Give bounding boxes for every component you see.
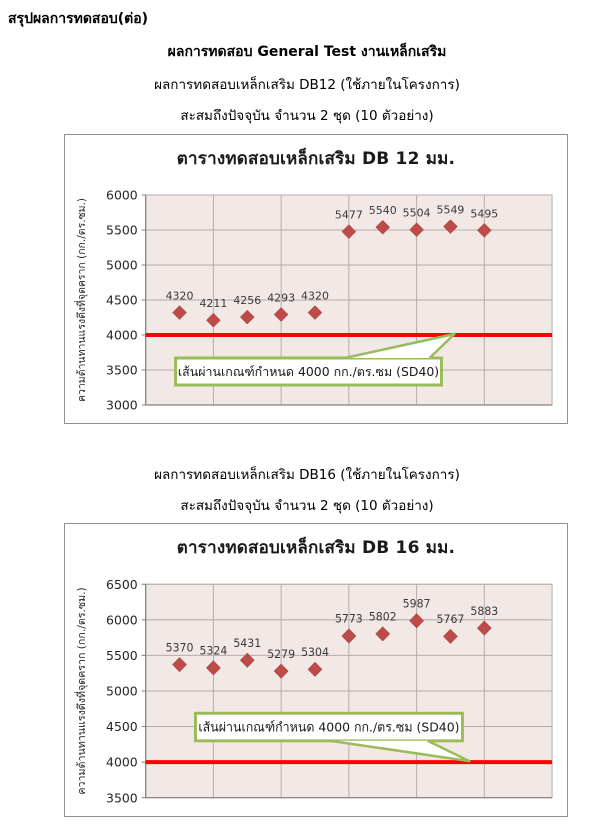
- svg-text:5495: 5495: [470, 207, 498, 220]
- svg-text:ความต้านทานแรงดึงที่จุดคราก (ก: ความต้านทานแรงดึงที่จุดคราก (กก./ตร.ซม.): [74, 198, 88, 402]
- svg-text:5549: 5549: [437, 204, 465, 217]
- svg-text:5802: 5802: [369, 611, 397, 624]
- svg-text:4500: 4500: [106, 292, 138, 307]
- chart-db16-plot: 3500 4000 4500 5000 5500 6000 6500 เส้นผ่านเกณฑ…: [74, 577, 553, 805]
- svg-text:5773: 5773: [335, 613, 363, 626]
- svg-text:4293: 4293: [267, 291, 295, 304]
- svg-text:4320: 4320: [301, 290, 329, 303]
- svg-text:5504: 5504: [403, 207, 431, 220]
- svg-text:4000: 4000: [106, 327, 138, 342]
- chart-db12-plot: 3000 3500 4000 4500 5000 5500 6000 เส้นผ่านเกณฑ…: [74, 187, 553, 413]
- svg-text:5000: 5000: [106, 683, 138, 698]
- svg-text:5883: 5883: [470, 605, 498, 618]
- svg-text:เส้นผ่านเกณฑ์กำหนด 4000 กก./ตร: เส้นผ่านเกณฑ์กำหนด 4000 กก./ตร.ซม (SD40): [198, 720, 459, 735]
- section-db12-title: ผลการทดสอบเหล็กเสริม DB12 (ใช้ภายในโครงก…: [154, 77, 460, 93]
- svg-text:5767: 5767: [437, 613, 465, 626]
- svg-text:6500: 6500: [106, 577, 138, 592]
- svg-text:5540: 5540: [369, 204, 397, 217]
- chart-db12: ตารางทดสอบเหล็กเสริม DB 12 มม. 3000 3500 4…: [64, 134, 568, 424]
- svg-text:4500: 4500: [106, 719, 138, 734]
- svg-text:5324: 5324: [199, 645, 227, 658]
- chart-db16: ตารางทดสอบเหล็กเสริม DB 16 มม. 3500 4000 4…: [64, 523, 568, 817]
- svg-text:4000: 4000: [106, 755, 138, 770]
- svg-text:4211: 4211: [199, 297, 227, 310]
- svg-text:5987: 5987: [403, 597, 431, 610]
- chart-db16-title: ตารางทดสอบเหล็กเสริม DB 16 มม.: [176, 537, 456, 558]
- svg-text:3000: 3000: [106, 397, 138, 412]
- section-db12-subtitle: สะสมถึงปัจจุบัน จำนวน 2 ชุด (10 ตัวอย่าง…: [180, 108, 434, 124]
- svg-text:5500: 5500: [106, 222, 138, 237]
- page-title: สรุปผลการทดสอบ(ต่อ): [8, 11, 149, 27]
- chart-db12-title: ตารางทดสอบเหล็กเสริม DB 12 มม.: [176, 148, 456, 169]
- svg-text:5477: 5477: [335, 209, 363, 222]
- svg-text:เส้นผ่านเกณฑ์กำหนด 4000 กก./ตร: เส้นผ่านเกณฑ์กำหนด 4000 กก./ตร.ซม (SD40): [178, 364, 439, 379]
- section-db16-title: ผลการทดสอบเหล็กเสริม DB16 (ใช้ภายในโครงก…: [154, 467, 460, 483]
- section-db16-subtitle: สะสมถึงปัจจุบัน จำนวน 2 ชุด (10 ตัวอย่าง…: [180, 498, 434, 514]
- svg-text:4320: 4320: [166, 290, 194, 303]
- svg-text:6000: 6000: [106, 187, 138, 202]
- svg-text:5304: 5304: [301, 646, 329, 659]
- general-test-title: ผลการทดสอบ General Test งานเหล็กเสริม: [167, 44, 447, 60]
- svg-text:ความต้านทานแรงดึงที่จุดคราก (ก: ความต้านทานแรงดึงที่จุดคราก (กก./ตร.ซม.): [74, 587, 88, 794]
- svg-text:4256: 4256: [233, 294, 261, 307]
- svg-text:5431: 5431: [233, 637, 261, 650]
- svg-text:3500: 3500: [106, 790, 138, 805]
- svg-text:6000: 6000: [106, 612, 138, 627]
- svg-text:5279: 5279: [267, 648, 295, 661]
- svg-text:5000: 5000: [106, 257, 138, 272]
- svg-text:3500: 3500: [106, 362, 138, 377]
- svg-text:5500: 5500: [106, 648, 138, 663]
- svg-text:5370: 5370: [166, 641, 194, 654]
